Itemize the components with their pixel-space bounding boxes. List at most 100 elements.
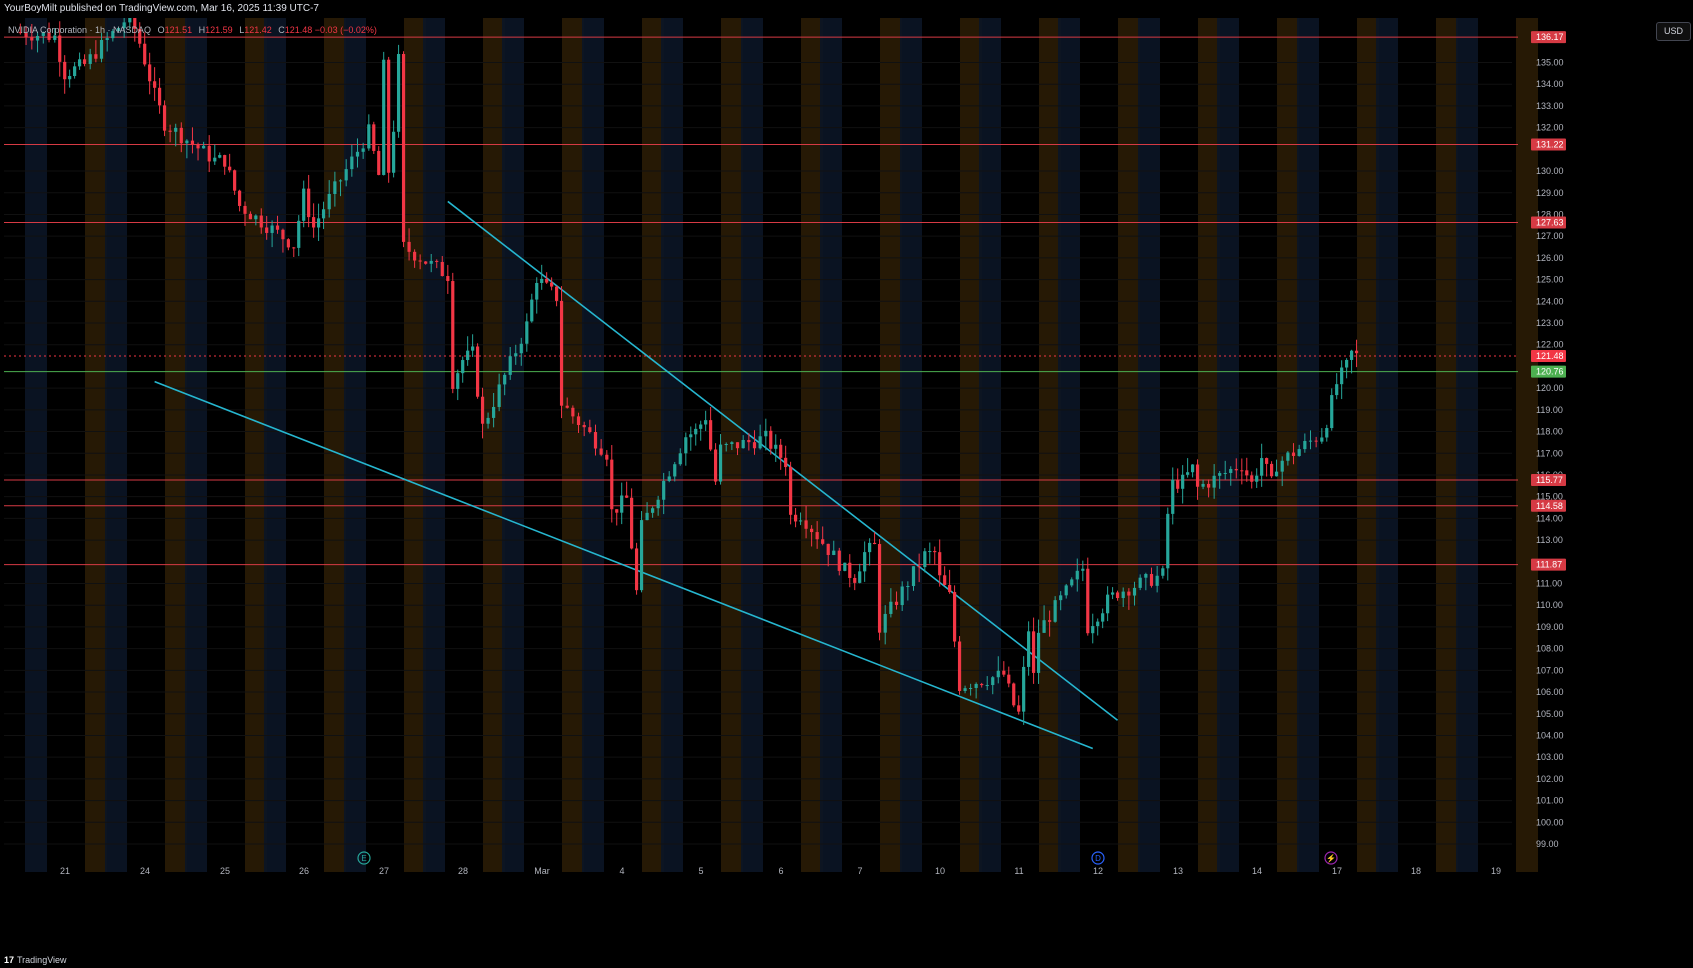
candle-body xyxy=(213,157,217,162)
price-level-tag xyxy=(1531,138,1566,151)
earnings-icon-glyph: E xyxy=(361,854,366,863)
candle-body xyxy=(1297,449,1301,456)
price-tick-label: 103.00 xyxy=(1536,752,1564,762)
candle-body xyxy=(1265,458,1269,464)
candle-body xyxy=(1229,469,1233,473)
price-tick-label: 113.00 xyxy=(1536,535,1563,545)
post-market-band xyxy=(562,18,584,872)
candle-body xyxy=(969,687,973,689)
candle-body xyxy=(508,356,512,375)
price-tick-label: 119.00 xyxy=(1536,405,1563,415)
candle-body xyxy=(610,459,614,510)
pre-market-band xyxy=(741,18,763,872)
candle-body xyxy=(122,22,126,28)
candle-body xyxy=(138,28,142,44)
price-tick-label: 101.00 xyxy=(1536,796,1564,806)
candle-body xyxy=(917,566,921,568)
candle-body xyxy=(868,542,872,553)
candle-body xyxy=(519,343,523,354)
candle-body xyxy=(168,130,172,132)
candle-body xyxy=(535,282,539,300)
candle-body xyxy=(630,497,634,549)
candle-body xyxy=(853,577,857,583)
split-icon[interactable]: ⚡ xyxy=(1324,851,1338,865)
candle-body xyxy=(593,432,598,449)
candle-body xyxy=(1218,473,1222,476)
post-market-band xyxy=(642,18,664,872)
candle-body xyxy=(243,205,247,214)
candle-body xyxy=(128,18,132,23)
low-value: 121.42 xyxy=(244,25,272,35)
price-level-tag xyxy=(1531,216,1566,229)
earnings-icon[interactable]: E xyxy=(357,851,371,865)
candle-body xyxy=(1250,475,1254,482)
time-tick-label: 5 xyxy=(698,866,703,876)
price-level-tag-label: 120.76 xyxy=(1536,367,1564,377)
post-market-band xyxy=(1516,18,1538,872)
candle-body xyxy=(963,688,967,691)
currency-button[interactable]: USD xyxy=(1656,22,1691,41)
price-tick-label: 114.00 xyxy=(1536,513,1563,523)
candle-body xyxy=(94,54,98,59)
candle-body xyxy=(440,261,444,277)
time-tick-label: 12 xyxy=(1093,866,1103,876)
candle-body xyxy=(350,156,354,170)
price-tick-label: 126.00 xyxy=(1536,253,1564,263)
open-value: 121.51 xyxy=(164,25,193,35)
candle-body xyxy=(1027,631,1031,667)
candle-body xyxy=(996,670,1000,678)
candle-body xyxy=(367,124,371,149)
candle-body xyxy=(1007,674,1011,684)
candle-body xyxy=(752,442,757,449)
price-tick-label: 115.00 xyxy=(1536,492,1563,502)
candle-body xyxy=(1286,452,1290,461)
candle-body xyxy=(30,37,34,41)
candle-body xyxy=(900,586,904,606)
post-market-band xyxy=(404,18,426,872)
symbol-title: NVIDIA Corporation · 1h · NASDAQ xyxy=(8,25,152,35)
candle-body xyxy=(1132,587,1137,596)
candle-body xyxy=(1048,620,1052,622)
pre-market-band xyxy=(264,18,286,872)
candle-body xyxy=(446,276,450,282)
candle-body xyxy=(588,427,592,433)
post-market-band xyxy=(85,18,107,872)
candle-body xyxy=(678,453,682,465)
price-level-tag xyxy=(1531,473,1566,486)
time-tick-label: 13 xyxy=(1173,866,1183,876)
dividend-icon-ring xyxy=(1091,851,1105,865)
candle-body xyxy=(396,54,401,132)
pre-market-band xyxy=(1376,18,1398,872)
candle-body xyxy=(223,155,227,167)
candle-body xyxy=(1036,632,1041,673)
price-tick-label: 109.00 xyxy=(1536,622,1564,632)
candle-body xyxy=(1207,483,1211,488)
dividend-icon[interactable]: D xyxy=(1091,851,1105,865)
candle-body xyxy=(1212,475,1216,488)
chart-canvas[interactable]: 135.00 134.00 133.00 132.00 130.00 129.00 128.… xyxy=(0,18,1652,934)
price-tick-label: 122.00 xyxy=(1536,340,1564,350)
candle-body xyxy=(1195,464,1200,487)
pre-market-band xyxy=(582,18,604,872)
price-tick-label: 132.00 xyxy=(1536,123,1564,133)
candle-body xyxy=(943,575,947,585)
candle-body xyxy=(1245,470,1249,476)
candle-body xyxy=(525,321,529,344)
candle-body xyxy=(312,217,316,228)
split-icon-ring xyxy=(1324,851,1338,865)
candle-body xyxy=(1110,592,1115,595)
candle-body xyxy=(1330,395,1334,429)
chart-pane[interactable]: 135.00 134.00 133.00 132.00 130.00 129.00 128.… xyxy=(0,18,1652,934)
candle-body xyxy=(872,542,877,545)
candle-body xyxy=(1155,575,1159,586)
candle-body xyxy=(344,169,348,181)
candle-body xyxy=(933,551,937,553)
candle-body xyxy=(530,299,534,322)
candle-body xyxy=(1234,469,1238,471)
candle-body xyxy=(1138,577,1142,588)
candle-body xyxy=(82,59,87,64)
candle-body xyxy=(35,35,40,41)
candle-body xyxy=(1012,683,1016,706)
candle-body xyxy=(254,215,258,220)
candle-body xyxy=(1086,568,1090,634)
